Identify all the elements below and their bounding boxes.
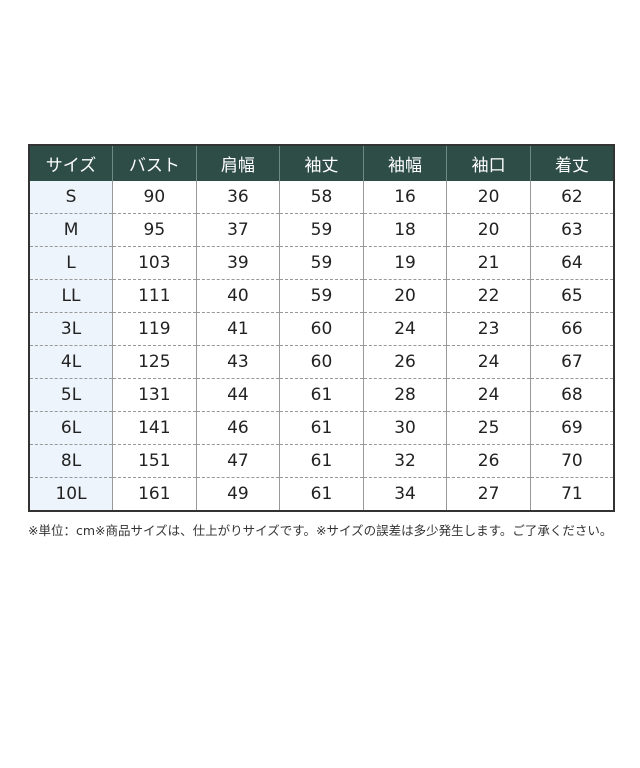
measurement-cell: 36 bbox=[195, 181, 280, 214]
measurement-cell: 64 bbox=[529, 246, 614, 280]
measurement-cell: 26 bbox=[446, 444, 531, 478]
measurement-cell: 61 bbox=[279, 444, 364, 478]
measurement-cell: 119 bbox=[112, 312, 197, 346]
size-label: 5L bbox=[29, 378, 113, 412]
measurement-cell: 19 bbox=[362, 246, 447, 280]
measurement-cell: 111 bbox=[112, 279, 197, 313]
measurement-cell: 61 bbox=[279, 411, 364, 445]
measurement-cell: 161 bbox=[112, 477, 197, 511]
measurement-cell: 63 bbox=[529, 213, 614, 247]
table-row: LL 111 40 59 20 22 65 bbox=[29, 279, 614, 313]
measurement-cell: 141 bbox=[112, 411, 197, 445]
measurement-cell: 18 bbox=[362, 213, 447, 247]
column-header: バスト bbox=[112, 145, 197, 181]
measurement-cell: 21 bbox=[446, 246, 531, 280]
size-label: LL bbox=[29, 279, 113, 313]
measurement-cell: 24 bbox=[446, 345, 531, 379]
measurement-cell: 68 bbox=[529, 378, 614, 412]
measurement-cell: 34 bbox=[362, 477, 447, 511]
measurement-cell: 30 bbox=[362, 411, 447, 445]
measurement-cell: 58 bbox=[279, 181, 364, 214]
measurement-cell: 32 bbox=[362, 444, 447, 478]
measurement-cell: 90 bbox=[112, 181, 197, 214]
measurement-cell: 46 bbox=[195, 411, 280, 445]
measurement-cell: 24 bbox=[446, 378, 531, 412]
table-row: M 95 37 59 18 20 63 bbox=[29, 213, 614, 247]
table-row: S 90 36 58 16 20 62 bbox=[29, 181, 614, 214]
measurement-cell: 125 bbox=[112, 345, 197, 379]
table-row: 6L 141 46 61 30 25 69 bbox=[29, 411, 614, 445]
column-header: 袖口 bbox=[446, 145, 531, 181]
table-row: L 103 39 59 19 21 64 bbox=[29, 246, 614, 280]
measurement-cell: 151 bbox=[112, 444, 197, 478]
size-label: L bbox=[29, 246, 113, 280]
measurement-cell: 95 bbox=[112, 213, 197, 247]
measurement-cell: 67 bbox=[529, 345, 614, 379]
measurement-cell: 24 bbox=[362, 312, 447, 346]
size-label: 3L bbox=[29, 312, 113, 346]
measurement-cell: 28 bbox=[362, 378, 447, 412]
size-label: M bbox=[29, 213, 113, 247]
size-label: 8L bbox=[29, 444, 113, 478]
table-row: 4L 125 43 60 26 24 67 bbox=[29, 345, 614, 379]
table-row: 3L 119 41 60 24 23 66 bbox=[29, 312, 614, 346]
column-header: サイズ bbox=[29, 145, 113, 181]
size-label: 6L bbox=[29, 411, 113, 445]
measurement-cell: 22 bbox=[446, 279, 531, 313]
measurement-cell: 59 bbox=[279, 279, 364, 313]
column-header: 袖幅 bbox=[362, 145, 447, 181]
table-row: 8L 151 47 61 32 26 70 bbox=[29, 444, 614, 478]
measurement-cell: 40 bbox=[195, 279, 280, 313]
measurement-cell: 61 bbox=[279, 378, 364, 412]
table-row: 10L 161 49 61 34 27 71 bbox=[29, 477, 614, 511]
measurement-cell: 65 bbox=[529, 279, 614, 313]
measurement-cell: 59 bbox=[279, 213, 364, 247]
measurement-cell: 71 bbox=[529, 477, 614, 511]
measurement-cell: 20 bbox=[446, 181, 531, 214]
measurement-cell: 60 bbox=[279, 312, 364, 346]
size-label: S bbox=[29, 181, 113, 214]
measurement-cell: 66 bbox=[529, 312, 614, 346]
column-header: 肩幅 bbox=[195, 145, 280, 181]
measurement-cell: 62 bbox=[529, 181, 614, 214]
measurement-cell: 103 bbox=[112, 246, 197, 280]
measurement-cell: 61 bbox=[279, 477, 364, 511]
measurement-cell: 27 bbox=[446, 477, 531, 511]
measurement-cell: 26 bbox=[362, 345, 447, 379]
column-header: 袖丈 bbox=[279, 145, 364, 181]
table-row: 5L 131 44 61 28 24 68 bbox=[29, 378, 614, 412]
header-row: サイズ バスト 肩幅 袖丈 袖幅 袖口 着丈 bbox=[29, 145, 614, 181]
measurement-cell: 23 bbox=[446, 312, 531, 346]
measurement-cell: 43 bbox=[195, 345, 280, 379]
measurement-cell: 47 bbox=[195, 444, 280, 478]
measurement-cell: 16 bbox=[362, 181, 447, 214]
measurement-cell: 49 bbox=[195, 477, 280, 511]
measurement-cell: 44 bbox=[195, 378, 280, 412]
measurement-cell: 20 bbox=[446, 213, 531, 247]
size-note: ※単位：cm※商品サイズは、仕上がりサイズです。※サイズの誤差は多少発生します。… bbox=[28, 523, 613, 538]
measurement-cell: 39 bbox=[195, 246, 280, 280]
size-label: 10L bbox=[29, 477, 113, 511]
measurement-cell: 69 bbox=[529, 411, 614, 445]
measurement-cell: 41 bbox=[195, 312, 280, 346]
measurement-cell: 70 bbox=[529, 444, 614, 478]
measurement-cell: 37 bbox=[195, 213, 280, 247]
measurement-cell: 60 bbox=[279, 345, 364, 379]
measurement-cell: 20 bbox=[362, 279, 447, 313]
size-chart-table: サイズ バスト 肩幅 袖丈 袖幅 袖口 着丈 S 90 36 58 16 20 62 M 95 37 59 18 2… bbox=[28, 144, 615, 512]
size-label: 4L bbox=[29, 345, 113, 379]
column-header: 着丈 bbox=[529, 145, 614, 181]
measurement-cell: 59 bbox=[279, 246, 364, 280]
measurement-cell: 25 bbox=[446, 411, 531, 445]
measurement-cell: 131 bbox=[112, 378, 197, 412]
